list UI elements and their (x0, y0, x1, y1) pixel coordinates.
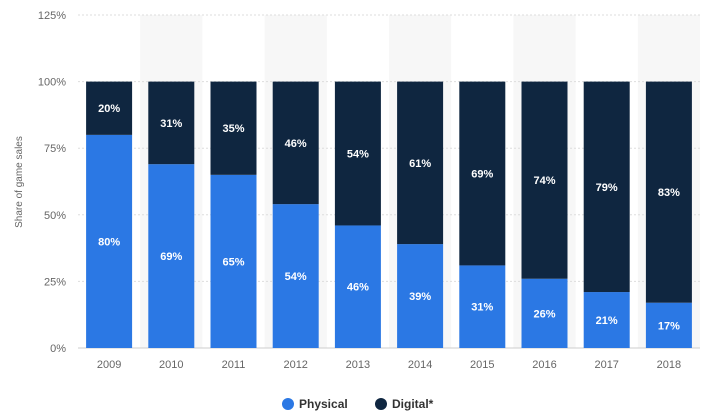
data-label: 31% (471, 302, 493, 314)
legend[interactable]: Physical Digital* (282, 397, 434, 411)
bar-physical-2016[interactable] (521, 278, 568, 348)
bar-digital-2014[interactable] (397, 81, 444, 245)
data-label: 46% (285, 138, 307, 150)
legend-label: Physical (299, 397, 348, 411)
x-tick-label: 2014 (408, 359, 432, 371)
data-label: 61% (409, 158, 431, 170)
data-label: 31% (160, 118, 182, 130)
data-label: 80% (98, 236, 120, 248)
x-axis-ticks: 2009 2010 2011 2012 2013 2014 2015 2016 2017 2018 (97, 359, 681, 371)
y-tick-label: 25% (44, 276, 66, 288)
bar-physical-2015[interactable] (459, 265, 506, 348)
data-label: 83% (658, 187, 680, 199)
y-tick-label: 125% (38, 10, 66, 22)
legend-marker (375, 398, 387, 410)
bar-physical-2017[interactable] (583, 292, 630, 348)
data-label: 26% (533, 308, 555, 320)
bar-digital-2016[interactable] (521, 81, 568, 279)
x-tick-label: 2009 (97, 359, 121, 371)
bar-digital-2013[interactable] (334, 81, 381, 226)
bar-physical-2018[interactable] (645, 302, 692, 348)
data-label: 39% (409, 291, 431, 303)
bar-digital-2017[interactable] (583, 81, 630, 293)
y-axis-ticks: 0% 25% 50% 75% 100% 125% (38, 10, 66, 355)
data-label: 17% (658, 320, 680, 332)
y-tick-label: 50% (44, 210, 66, 222)
y-tick-label: 0% (50, 343, 66, 355)
data-label: 74% (533, 175, 555, 187)
data-label: 54% (285, 271, 307, 283)
bar-physical-2013[interactable] (334, 225, 381, 348)
data-label: 35% (222, 123, 244, 135)
bar-physical-2011[interactable] (210, 174, 257, 348)
bar-digital-2011[interactable] (210, 81, 257, 175)
y-axis-label: Share of game sales (14, 136, 25, 228)
x-tick-label: 2012 (283, 359, 307, 371)
bar-digital-2009[interactable] (86, 81, 133, 135)
bar-digital-2012[interactable] (272, 81, 319, 205)
x-tick-label: 2016 (532, 359, 556, 371)
y-tick-label: 75% (44, 143, 66, 155)
data-label: 69% (160, 251, 182, 263)
x-tick-label: 2017 (594, 359, 618, 371)
bar-physical-2014[interactable] (397, 244, 444, 348)
data-label: 69% (471, 169, 493, 181)
x-tick-label: 2013 (346, 359, 370, 371)
legend-label: Digital* (392, 397, 434, 411)
bars (86, 81, 692, 348)
bar-digital-2015[interactable] (459, 81, 506, 266)
legend-marker (282, 398, 294, 410)
bar-physical-2009[interactable] (86, 134, 133, 348)
data-label: 65% (222, 256, 244, 268)
x-tick-label: 2018 (657, 359, 681, 371)
bar-physical-2010[interactable] (148, 164, 195, 348)
x-tick-label: 2011 (222, 359, 246, 371)
data-label: 46% (347, 282, 369, 294)
legend-item-physical[interactable]: Physical (282, 397, 348, 411)
legend-item-digital[interactable]: Digital* (375, 397, 434, 411)
data-label: 21% (596, 315, 618, 327)
bar-physical-2012[interactable] (272, 204, 319, 348)
data-label: 54% (347, 149, 369, 161)
data-label: 79% (596, 182, 618, 194)
data-label: 20% (98, 103, 120, 115)
data-labels: 80% 20% 69% 31% 65% 35% 54% 46% 46% 54% 39% 61% 31% 6… (98, 103, 680, 332)
x-tick-label: 2015 (470, 359, 494, 371)
bar-digital-2010[interactable] (148, 81, 195, 165)
x-tick-label: 2010 (159, 359, 183, 371)
y-tick-label: 100% (38, 77, 66, 89)
bar-digital-2018[interactable] (645, 81, 692, 303)
